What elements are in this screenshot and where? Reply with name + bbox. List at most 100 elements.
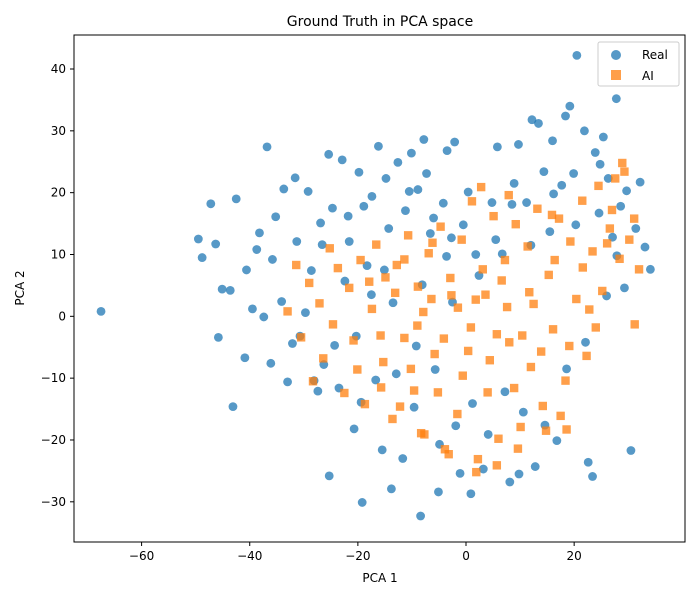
real-point — [548, 136, 557, 146]
ai-point — [476, 182, 486, 192]
ai-point — [433, 388, 443, 397]
real-point — [478, 464, 488, 474]
ai-point — [349, 336, 358, 345]
ai-point — [365, 277, 374, 286]
real-point — [367, 191, 377, 201]
ai-point — [376, 331, 385, 340]
ai-point — [416, 428, 426, 438]
ai-point — [296, 333, 306, 342]
real-point — [283, 377, 292, 387]
x-tick-label: −60 — [129, 549, 154, 563]
real-point — [451, 421, 461, 431]
x-tick-label: 0 — [462, 549, 470, 563]
ai-point — [388, 414, 397, 424]
real-point — [581, 337, 590, 347]
real-point — [324, 471, 334, 481]
real-point — [409, 402, 419, 412]
ai-point — [340, 388, 349, 398]
real-point — [211, 239, 221, 249]
ai-point — [533, 204, 542, 213]
real-point — [411, 341, 421, 351]
real-point — [384, 224, 394, 233]
y-axis-label: PCA 2 — [13, 270, 27, 305]
x-axis-label: PCA 1 — [362, 571, 397, 585]
real-point — [193, 234, 203, 244]
x-tick-label: 20 — [567, 549, 582, 563]
ai-point — [440, 445, 450, 454]
real-point — [569, 169, 579, 178]
ai-point — [497, 276, 506, 285]
ai-point — [283, 307, 292, 316]
real-point — [292, 237, 302, 246]
real-point — [458, 220, 468, 230]
real-point — [455, 468, 465, 478]
real-point — [450, 137, 460, 147]
ai-point — [419, 307, 428, 317]
real-point — [468, 399, 477, 408]
real-point — [313, 386, 323, 396]
plot-area — [74, 35, 685, 542]
real-point — [557, 180, 567, 190]
ai-point — [547, 210, 557, 220]
real-point — [434, 487, 443, 497]
real-point — [635, 177, 645, 187]
ai-point — [529, 299, 538, 309]
ai-point — [466, 323, 476, 332]
ai-point — [447, 291, 456, 300]
ai-point — [406, 364, 416, 374]
ai-point — [356, 255, 365, 265]
real-point — [463, 187, 473, 197]
ai-point — [353, 365, 362, 374]
real-point — [571, 220, 581, 230]
ai-point — [319, 354, 328, 363]
ai-point — [523, 242, 532, 251]
real-point — [371, 375, 381, 385]
ai-point — [360, 399, 370, 409]
real-point — [425, 229, 435, 238]
ai-point — [548, 325, 558, 334]
ai-point — [436, 222, 445, 231]
real-point — [340, 276, 350, 286]
ai-point — [554, 214, 564, 223]
real-point — [549, 189, 559, 199]
real-point — [562, 364, 571, 374]
ai-point — [428, 238, 437, 247]
real-point — [96, 306, 106, 316]
ai-point — [381, 273, 390, 282]
ai-point — [467, 197, 477, 206]
ai-point — [473, 454, 483, 464]
ai-point — [400, 255, 409, 264]
real-point — [271, 212, 281, 222]
ai-point — [502, 302, 512, 312]
ai-point — [472, 467, 481, 477]
ai-point — [607, 205, 617, 215]
real-point — [483, 430, 493, 439]
real-point — [487, 198, 497, 207]
ai-point — [409, 386, 419, 395]
ai-point — [505, 338, 514, 347]
real-point — [561, 111, 570, 121]
real-point — [377, 445, 387, 455]
legend-label-real: Real — [642, 48, 668, 62]
real-point — [640, 242, 650, 252]
ai-point — [615, 254, 624, 264]
real-point — [337, 155, 347, 165]
real-point — [534, 119, 543, 128]
ai-point — [483, 388, 492, 397]
points-layer — [96, 51, 655, 521]
ai-point — [594, 181, 603, 191]
real-point — [398, 454, 408, 463]
ai-point — [458, 371, 467, 380]
real-point — [598, 132, 608, 142]
real-point — [595, 159, 605, 169]
real-point — [357, 498, 367, 507]
real-point — [206, 199, 216, 209]
real-point — [522, 198, 531, 207]
ai-point — [630, 320, 639, 329]
ai-point — [328, 320, 338, 329]
real-point — [594, 208, 604, 218]
y-tick-label: −10 — [41, 371, 66, 385]
ai-point — [541, 426, 551, 435]
ai-point — [315, 299, 324, 308]
